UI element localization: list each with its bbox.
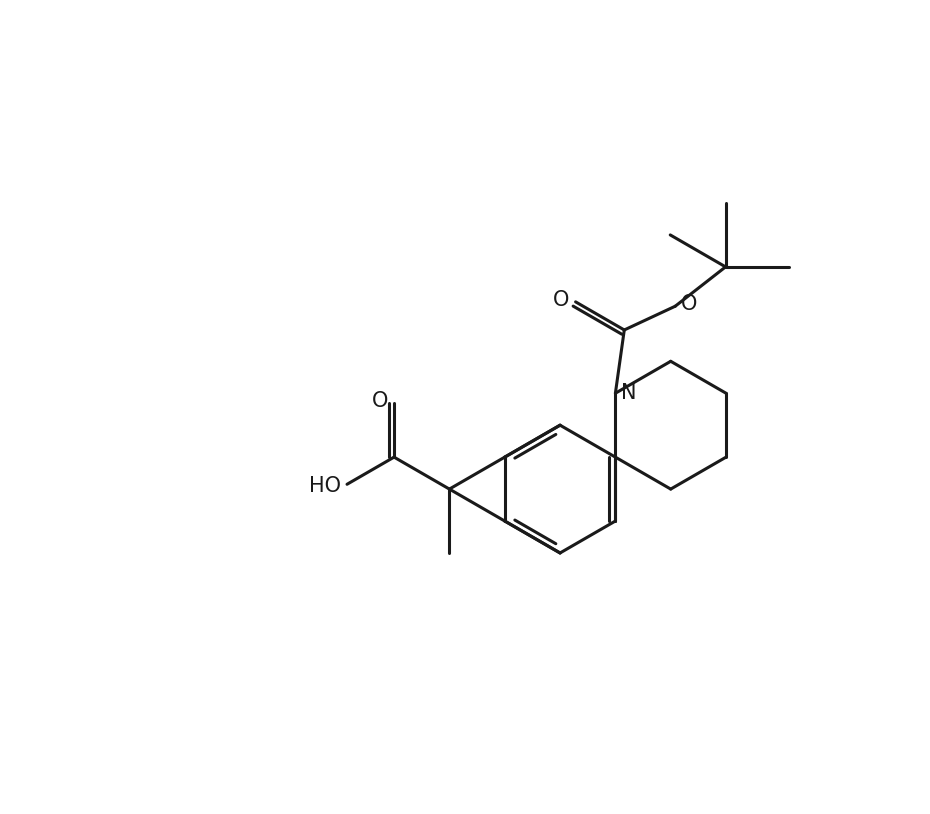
Text: HO: HO bbox=[309, 476, 341, 497]
Text: N: N bbox=[621, 383, 637, 403]
Text: O: O bbox=[681, 294, 698, 314]
Text: O: O bbox=[553, 290, 570, 310]
Text: O: O bbox=[372, 391, 388, 411]
